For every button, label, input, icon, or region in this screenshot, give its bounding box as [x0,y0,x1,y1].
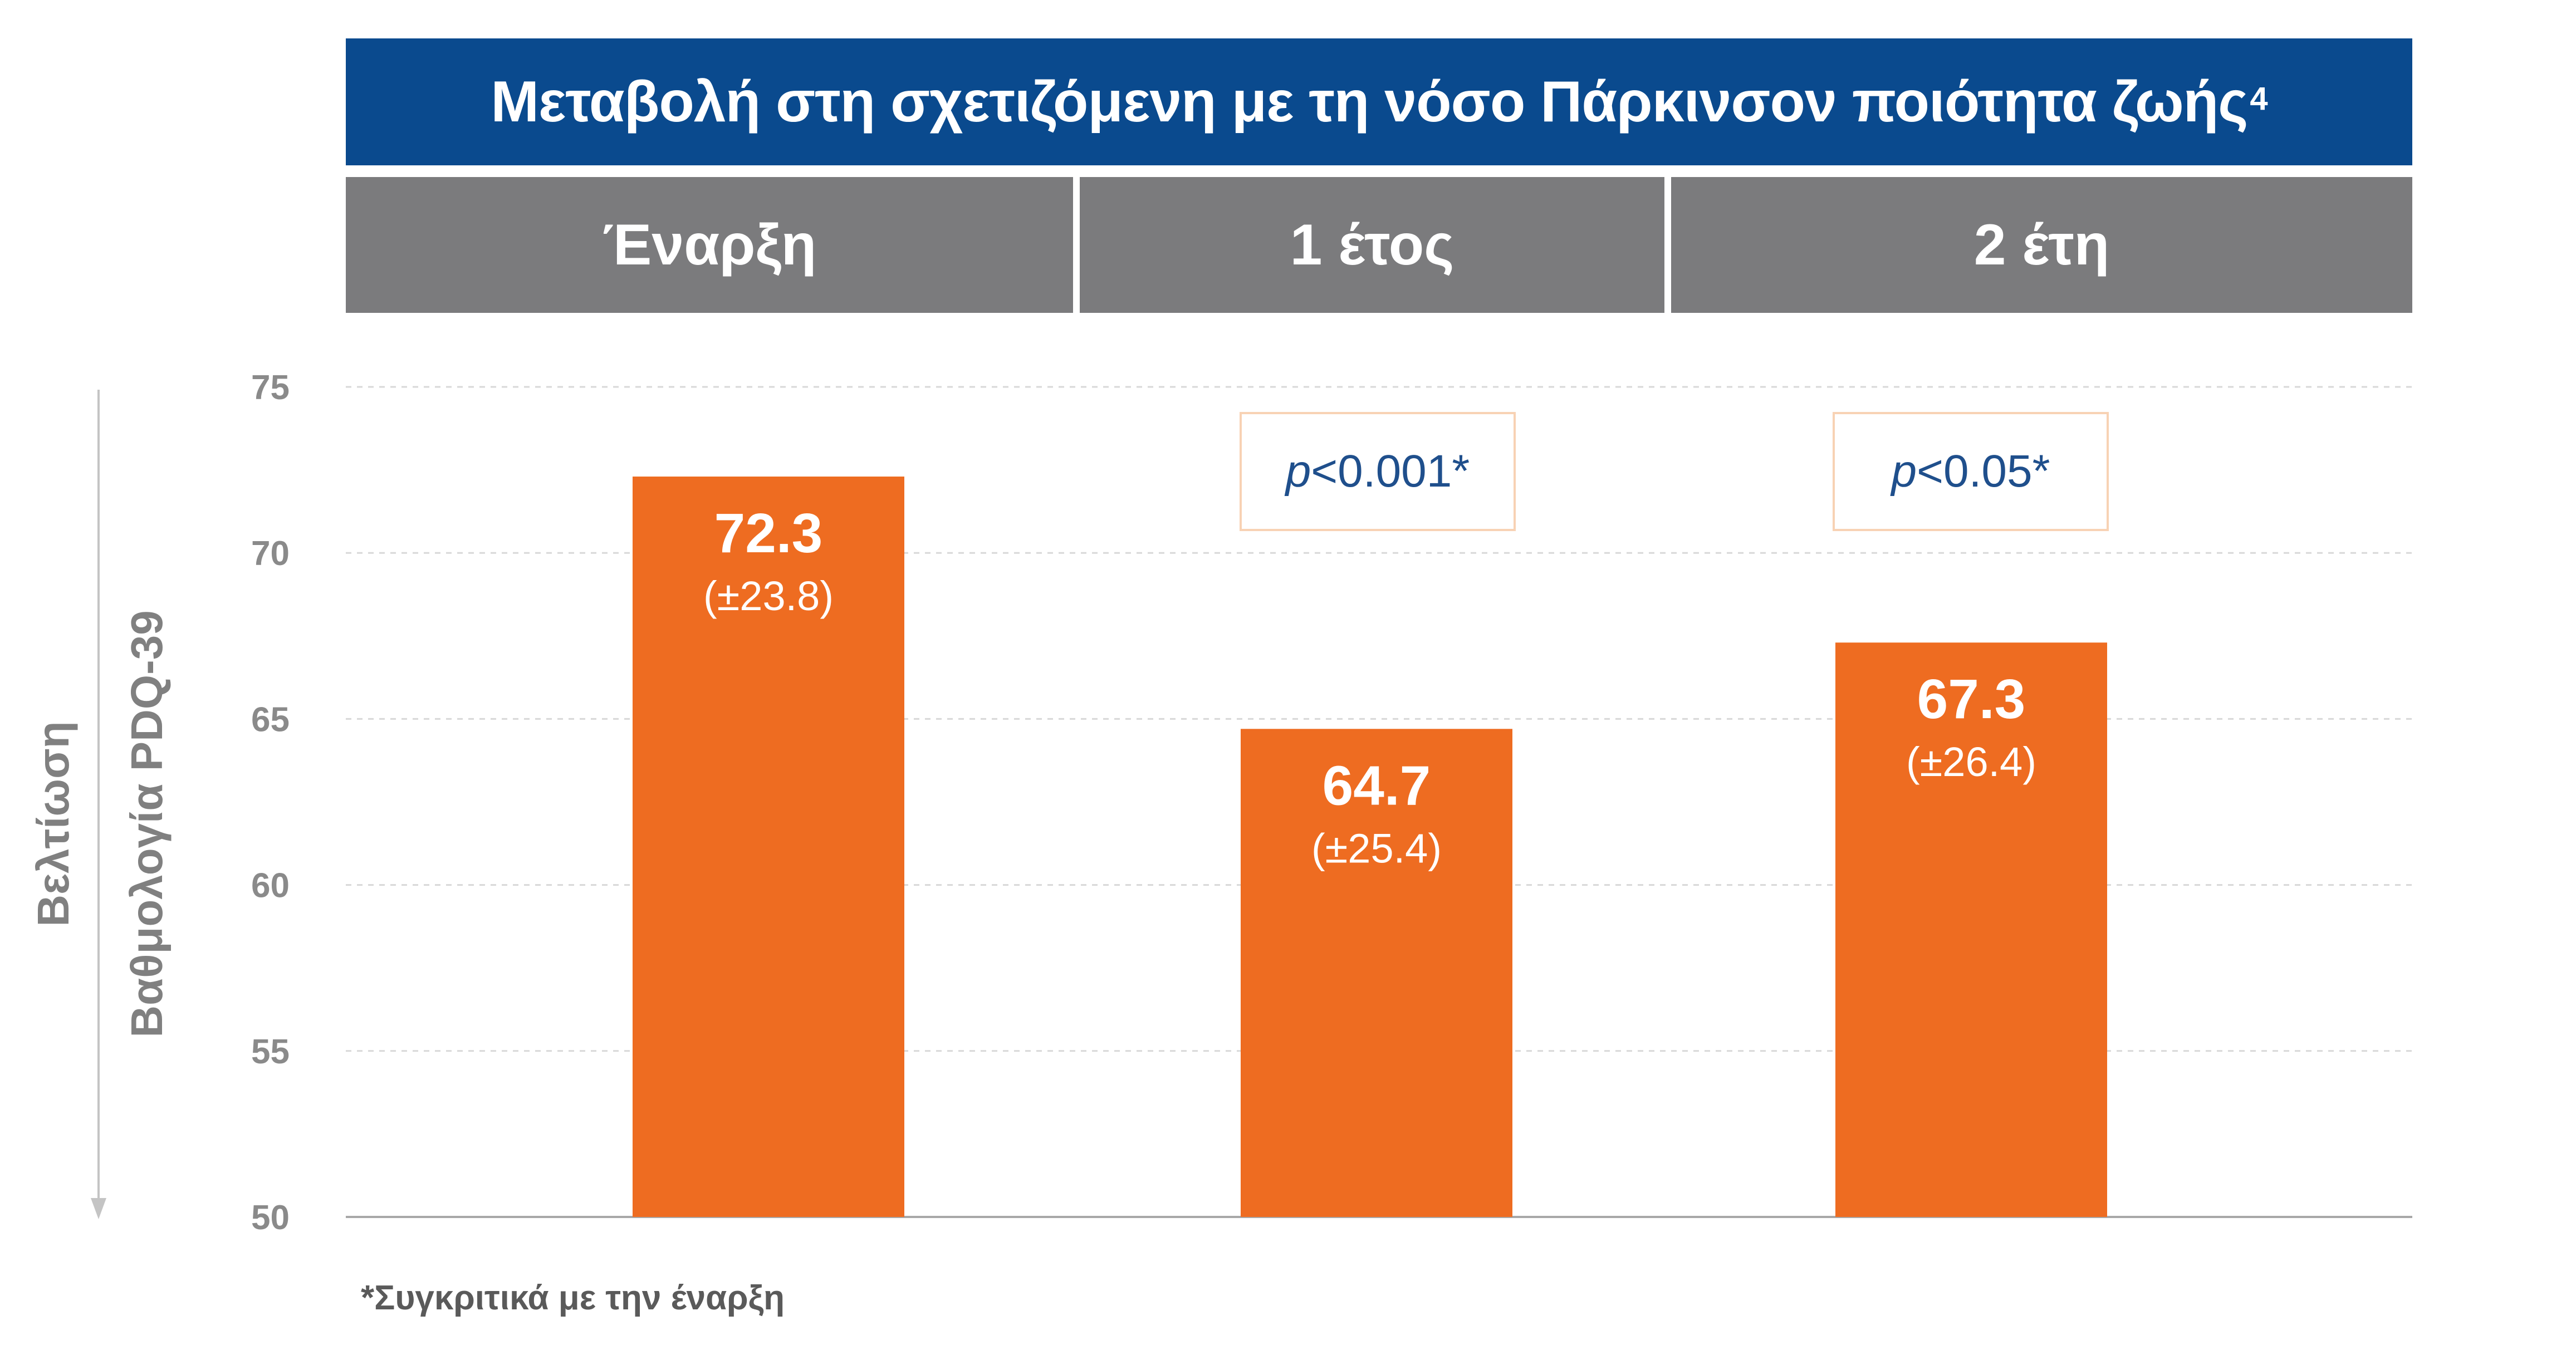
y-axis-label: Βαθμολογία PDQ-39 [122,610,172,1038]
chart-title: Μεταβολή στη σχετιζόμενη με τη νόσο Πάρκ… [346,38,2412,165]
bar [1835,642,2107,1217]
p-symbol: p [1891,446,1917,497]
bar-value-label: 67.3 [1917,668,2026,730]
p-value-box-1-year: p <0.001* [1240,412,1516,531]
bar-value-label: 64.7 [1323,754,1431,817]
bar [1241,729,1512,1217]
bar-error-label: (±25.4) [1311,825,1442,871]
column-header-1-year: 1 έτος [1080,177,1664,313]
direction-arrow-head [91,1198,106,1219]
p-symbol: p [1285,446,1311,497]
column-header-baseline: Έναρξη [346,177,1073,313]
bar-error-label: (±26.4) [1906,739,2036,785]
bar-value-label: 72.3 [714,502,823,564]
bar-error-label: (±23.8) [703,573,834,619]
title-superscript: 4 [2250,80,2268,117]
chart-title-text: Μεταβολή στη σχετιζόμενη με τη νόσο Πάρκ… [491,69,2248,134]
footnote: *Συγκριτικά με την έναρξη [361,1279,785,1317]
y-tick-label: 65 [251,700,290,739]
y-tick-label: 55 [251,1033,290,1071]
bar [633,477,904,1217]
p-value-text: <0.001* [1311,446,1470,497]
column-header-2-years: 2 έτη [1671,177,2412,313]
y-tick-label: 60 [251,867,290,905]
y-tick-label: 50 [251,1199,290,1237]
y-tick-label: 70 [251,534,290,573]
p-value-text: <0.05* [1917,446,2050,497]
y-tick-label: 75 [251,369,290,407]
p-value-box-2-years: p <0.05* [1833,412,2109,531]
y-axis-direction-label: Βελτίωση [28,721,78,927]
